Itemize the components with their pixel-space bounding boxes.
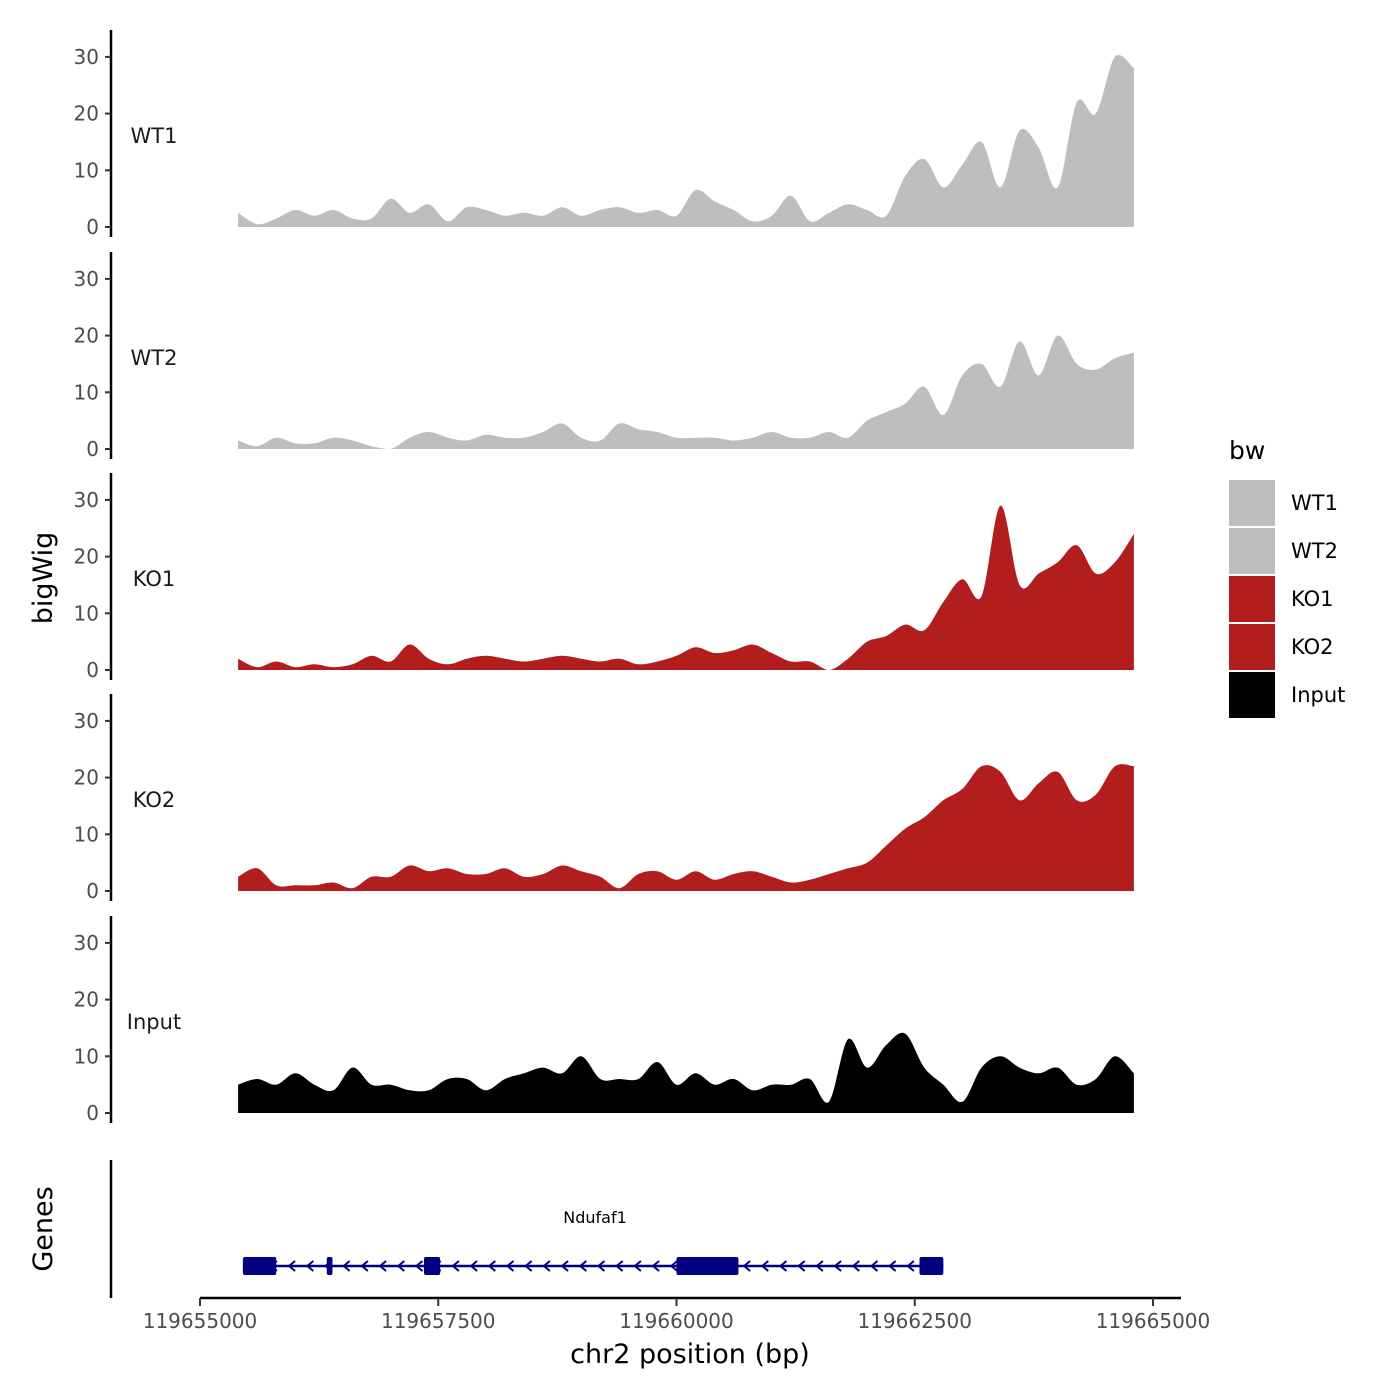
y-tick-label: 20 xyxy=(74,988,99,1012)
y-tick-label: 30 xyxy=(74,709,99,733)
y-tick-label: 10 xyxy=(74,158,99,182)
strand-arrow xyxy=(869,1260,879,1272)
coverage-area-ko1 xyxy=(238,505,1134,670)
coverage-area-wt2 xyxy=(238,335,1134,449)
y-tick-label: 30 xyxy=(74,931,99,955)
strand-arrow xyxy=(596,1260,606,1272)
y-tick-label: 30 xyxy=(74,267,99,291)
y-tick-label: 20 xyxy=(74,324,99,348)
y-tick-label: 0 xyxy=(86,1101,99,1125)
y-tick-label: 10 xyxy=(74,822,99,846)
x-axis: 119655000 119657500 119660000 119662500 1196… xyxy=(143,1296,1211,1333)
x-tick-label: 119665000 xyxy=(1096,1309,1211,1333)
track-wt2: 0 10 20 30 WT2 xyxy=(74,252,1134,461)
gene-exon xyxy=(326,1257,333,1275)
strand-arrow xyxy=(742,1260,751,1272)
track-label: KO2 xyxy=(133,788,176,812)
coverage-tracks: 0 10 20 30 WT1 0 10 20 30 WT2 0 10 20 30 KO1 0 10 20 30 KO2… xyxy=(74,30,1134,1125)
strand-arrow xyxy=(815,1260,824,1272)
track-label: KO1 xyxy=(133,567,176,591)
coverage-area-wt1 xyxy=(238,54,1134,227)
y-tick-label: 10 xyxy=(74,1044,99,1068)
y-tick-label: 10 xyxy=(74,380,99,404)
legend-label-ko1: KO1 xyxy=(1291,587,1334,611)
coverage-area-ko2 xyxy=(238,764,1134,891)
strand-arrow xyxy=(378,1260,387,1272)
track-label: Input xyxy=(127,1010,181,1034)
legend: bw WT1 WT2 KO1 KO2 Input xyxy=(1229,436,1345,718)
legend-label-wt1: WT1 xyxy=(1291,491,1338,515)
genes-track: Genes Ndufaf1 xyxy=(28,1160,944,1298)
y-tick-label: 20 xyxy=(74,102,99,126)
legend-label-wt2: WT2 xyxy=(1291,539,1338,563)
y-tick-label: 0 xyxy=(86,215,99,239)
strand-arrow xyxy=(906,1260,915,1272)
track-label: WT1 xyxy=(131,124,178,148)
strand-arrow xyxy=(797,1260,806,1272)
y-axis-title: bigWig xyxy=(28,532,59,625)
strand-arrow xyxy=(651,1260,660,1272)
x-tick-label: 119655000 xyxy=(143,1309,258,1333)
strand-arrow xyxy=(487,1260,496,1272)
strand-arrow xyxy=(542,1260,551,1272)
x-axis-title: chr2 position (bp) xyxy=(570,1339,810,1370)
x-tick-label: 119662500 xyxy=(857,1309,972,1333)
y-tick-label: 10 xyxy=(74,601,99,625)
gene-exon xyxy=(423,1257,441,1275)
legend-swatch-wt1 xyxy=(1229,480,1275,526)
strand-arrow xyxy=(851,1260,860,1272)
y-tick-label: 30 xyxy=(74,45,99,69)
strand-arrow xyxy=(505,1260,515,1272)
strand-arrow xyxy=(578,1260,587,1272)
y-tick-label: 0 xyxy=(86,437,99,461)
y-tick-label: 20 xyxy=(74,545,99,569)
gene-exon xyxy=(242,1257,277,1275)
gene-exon xyxy=(919,1257,944,1275)
legend-swatch-input xyxy=(1229,672,1275,718)
strand-arrow xyxy=(833,1260,842,1272)
strand-arrow xyxy=(760,1260,769,1272)
strand-arrow xyxy=(287,1260,296,1272)
legend-label-ko2: KO2 xyxy=(1291,635,1334,659)
track-wt1: 0 10 20 30 WT1 xyxy=(74,30,1134,239)
strand-arrow xyxy=(305,1260,314,1272)
x-tick-label: 119657500 xyxy=(381,1309,496,1333)
strand-arrow xyxy=(342,1260,351,1272)
strand-arrow xyxy=(469,1260,478,1272)
strand-arrow xyxy=(360,1260,369,1272)
x-tick-label: 119660000 xyxy=(619,1309,734,1333)
track-input: 0 10 20 30 Input xyxy=(74,916,1134,1125)
gene-exon xyxy=(676,1257,739,1275)
strand-arrow xyxy=(633,1260,642,1272)
genes-track-title: Genes xyxy=(28,1186,59,1271)
gene-name-label: Ndufaf1 xyxy=(563,1208,627,1227)
strand-arrow xyxy=(414,1260,424,1272)
y-tick-label: 0 xyxy=(86,879,99,903)
strand-arrow xyxy=(451,1260,460,1272)
strand-arrow xyxy=(669,1260,678,1272)
legend-swatch-ko1 xyxy=(1229,576,1275,622)
legend-label-input: Input xyxy=(1291,683,1345,707)
track-ko1: 0 10 20 30 KO1 xyxy=(74,473,1134,682)
coverage-area-input xyxy=(238,1032,1134,1113)
strand-arrow xyxy=(560,1260,569,1272)
strand-arrow xyxy=(615,1260,624,1272)
strand-arrow xyxy=(888,1260,897,1272)
strand-arrow xyxy=(778,1260,788,1272)
y-tick-label: 30 xyxy=(74,488,99,512)
y-tick-label: 0 xyxy=(86,658,99,682)
strand-arrow xyxy=(396,1260,405,1272)
track-ko2: 0 10 20 30 KO2 xyxy=(74,694,1134,903)
strand-arrow xyxy=(524,1260,533,1272)
legend-swatch-ko2 xyxy=(1229,624,1275,670)
legend-swatch-wt2 xyxy=(1229,528,1275,574)
track-label: WT2 xyxy=(131,346,178,370)
y-tick-label: 20 xyxy=(74,766,99,790)
legend-title: bw xyxy=(1229,436,1265,465)
